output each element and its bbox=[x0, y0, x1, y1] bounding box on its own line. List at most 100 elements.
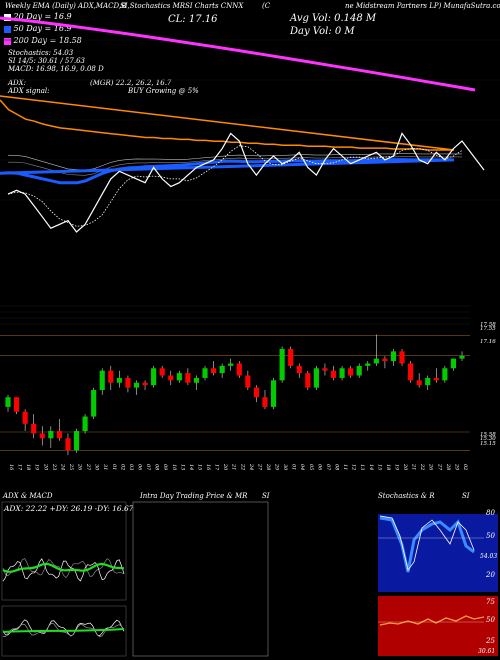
macd-lines bbox=[2, 619, 125, 638]
x-tick-label: 15 Dec bbox=[376, 464, 382, 470]
candle-body bbox=[48, 431, 54, 439]
x-tick-label: 01 Dec bbox=[291, 464, 297, 470]
x-tick-label: 23 Oct bbox=[51, 463, 57, 470]
candle-body bbox=[382, 358, 388, 362]
x-tick-label: 14 Nov bbox=[188, 464, 194, 470]
candle-body bbox=[450, 358, 457, 369]
x-tick-label: 13 Nov bbox=[179, 464, 185, 470]
rsi-axis-25: 25 bbox=[485, 637, 495, 645]
candle-body bbox=[373, 358, 379, 364]
candle-body bbox=[108, 370, 114, 383]
x-tick-label: 17 Nov bbox=[214, 464, 220, 470]
stoch-title: Stochastics & R bbox=[378, 492, 435, 500]
x-tick-label: 08 Dec bbox=[334, 464, 340, 470]
header-paren: (C bbox=[262, 2, 271, 10]
rsi-axis-50: 50 bbox=[486, 616, 495, 624]
candle-body bbox=[99, 370, 105, 390]
x-tick-label: 21 Dec bbox=[411, 463, 417, 470]
candle-body bbox=[219, 365, 225, 374]
x-tick-label: 09 Nov bbox=[162, 464, 168, 470]
stochastics-readout: Stochastics: 54.03 bbox=[8, 49, 74, 57]
ema200-legend-text: 200 Day = 18.58 bbox=[13, 36, 82, 45]
adx-plus-di-line bbox=[2, 558, 125, 582]
x-tick-label: 12 Dec bbox=[351, 464, 357, 470]
rsi-line bbox=[379, 615, 485, 626]
adx-values: (MGR) 22.2, 26.2, 16.7 bbox=[90, 79, 172, 87]
intraday-title-b: SI bbox=[262, 492, 270, 500]
ema20-swatch bbox=[4, 13, 11, 21]
x-tick-labels: 16 Oct17 Oct18 Oct19 Oct20 Oct23 Oct24 O… bbox=[8, 463, 468, 470]
bottom-panels: ADX: 22.22 +DY: 26.19 -DY: 16.67 80 50 2… bbox=[1, 501, 498, 657]
candle-body bbox=[279, 348, 285, 381]
candle-body bbox=[228, 363, 234, 366]
rsi-panel-bg bbox=[378, 596, 498, 656]
x-tick-label: 29 Dec bbox=[453, 463, 459, 470]
candle-body bbox=[176, 373, 182, 381]
candle-body bbox=[339, 368, 345, 378]
avg-volume: Avg Vol: 0.148 M bbox=[290, 13, 377, 24]
ema50-legend-text: 50 Day = 16.9 bbox=[13, 24, 72, 33]
close-label: CL: 17.16 bbox=[168, 14, 218, 25]
adx-values-text: ADX: 22.22 +DY: 26.19 -DY: 16.67 bbox=[3, 504, 134, 513]
candle-body bbox=[399, 351, 405, 364]
candle-body bbox=[442, 368, 448, 381]
x-tick-label: 18 Oct bbox=[25, 464, 31, 470]
x-tick-label: 02 Nov bbox=[119, 464, 125, 470]
candle-body bbox=[245, 375, 251, 388]
intraday-title: Intra Day Trading Price & MR bbox=[140, 492, 248, 500]
candle-gridlines bbox=[0, 305, 470, 451]
x-tick-label: 19 Oct bbox=[34, 464, 40, 470]
intraday-panel-frame bbox=[132, 501, 269, 657]
candle-body bbox=[5, 397, 11, 407]
candle-body bbox=[365, 363, 371, 366]
x-tick-label: 10 Nov bbox=[171, 464, 177, 470]
x-tick-label: 30 Oct bbox=[94, 464, 100, 470]
ema200-legend: 200 Day = 18.58 bbox=[4, 36, 82, 45]
x-tick-label: 30 Nov bbox=[282, 464, 288, 470]
candle-body bbox=[433, 377, 439, 381]
day-volume: Day Vol: 0 M bbox=[290, 26, 355, 37]
candle-body bbox=[142, 382, 148, 386]
x-tick-label: 06 Nov bbox=[136, 464, 142, 470]
stoch-axis-20: 20 bbox=[485, 571, 495, 579]
stoch-axis-80: 80 bbox=[486, 509, 495, 517]
candle-body bbox=[202, 368, 208, 378]
candle-body bbox=[408, 363, 414, 381]
header-ticker: SI Charts CNNX bbox=[185, 2, 244, 10]
stoch-value: 54.03 bbox=[480, 553, 497, 560]
ema-long-line bbox=[0, 16, 476, 92]
stoch-lines bbox=[378, 515, 484, 573]
y-tick-label: 17.16 bbox=[480, 339, 496, 345]
header-title-2: SI,Stochastics MR bbox=[120, 2, 186, 10]
candle-body bbox=[305, 373, 311, 388]
header-title: Weekly EMA (Daily) ADX,MACD,B bbox=[5, 2, 126, 10]
x-tick-label: 06 Dec bbox=[316, 464, 322, 470]
header-title-part1: Weekly EMA (Daily) ADX,MACD,B bbox=[5, 2, 127, 10]
x-tick-label: 31 Oct bbox=[102, 464, 108, 470]
x-tick-label: 03 Nov bbox=[128, 464, 134, 470]
x-tick-label: 28 Nov bbox=[265, 463, 271, 470]
x-tick-label: 24 Nov bbox=[248, 463, 254, 470]
candle-body bbox=[151, 368, 157, 386]
rsi-value: 30.61 bbox=[478, 648, 495, 655]
adx-signal-label: ADX signal: bbox=[8, 87, 50, 95]
candle-body bbox=[193, 377, 200, 383]
x-tick-label: 04 Dec bbox=[299, 464, 305, 470]
x-tick-label: 29 Nov bbox=[274, 463, 280, 470]
candle-body bbox=[296, 365, 302, 374]
adx-label: ADX: bbox=[8, 79, 27, 87]
y-tick-label: 15.58 bbox=[480, 432, 496, 438]
adx-macd-title: ADX & MACD bbox=[3, 492, 53, 500]
adx-lines bbox=[2, 558, 125, 582]
candle-body bbox=[313, 368, 319, 388]
candle-body bbox=[133, 382, 140, 388]
candle-body bbox=[39, 433, 45, 439]
x-tick-label: 13 Dec bbox=[359, 464, 365, 470]
candle-body bbox=[211, 368, 217, 374]
x-tick-label: 16 Nov bbox=[205, 464, 211, 470]
x-tick-label: 18 Dec bbox=[385, 464, 391, 470]
ema200-line bbox=[0, 95, 455, 151]
x-tick-label: 02 Jan bbox=[462, 464, 468, 470]
stoch-d-line bbox=[379, 515, 475, 571]
